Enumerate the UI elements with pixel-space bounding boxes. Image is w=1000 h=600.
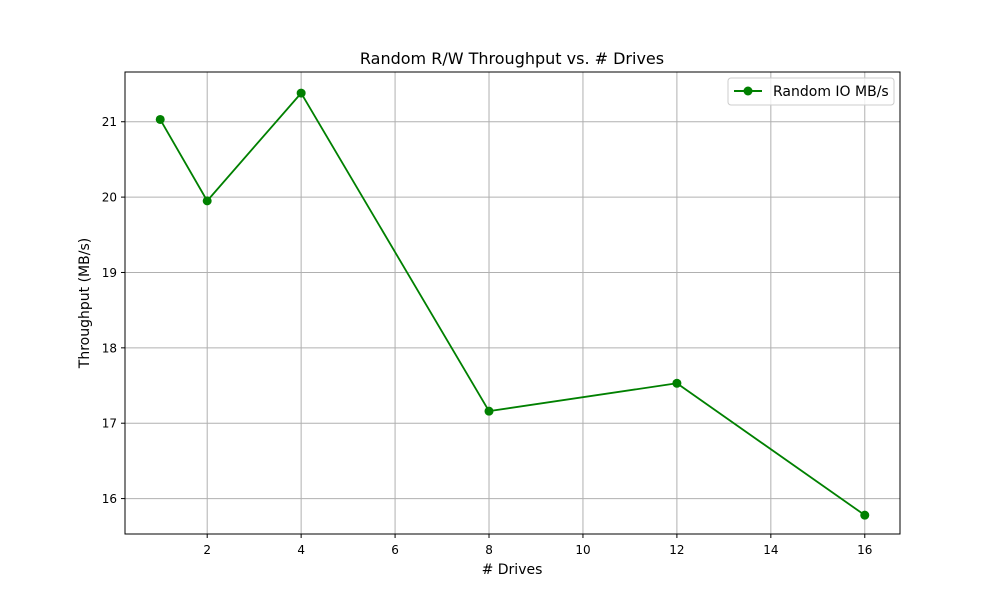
legend: Random IO MB/s: [727, 77, 895, 106]
x-axis-ticks: 2 4 6 8 10 12 14 16: [203, 534, 872, 557]
x-tick-label: 4: [297, 543, 305, 557]
data-point: [672, 378, 682, 388]
series-line: [159, 92, 866, 516]
y-tick-label: 17: [102, 417, 117, 431]
data-point: [202, 196, 212, 206]
legend-box: [727, 77, 895, 106]
y-tick-label: 21: [102, 115, 117, 129]
x-tick-label: 2: [203, 543, 211, 557]
x-tick-label: 10: [575, 543, 590, 557]
x-axis-label: # Drives: [482, 562, 543, 578]
y-axis-label: Throughput (MB/s): [77, 238, 93, 369]
data-point: [484, 406, 494, 416]
legend-label: Random IO MB/s: [773, 84, 889, 100]
y-tick-label: 19: [102, 266, 117, 280]
data-point: [860, 510, 870, 520]
y-axis-ticks: 16 17 18 19 20 21: [102, 115, 125, 506]
data-point: [155, 114, 165, 124]
series-layer: [155, 88, 870, 520]
chart-title: Random R/W Throughput vs. # Drives: [360, 49, 664, 68]
x-tick-label: 12: [669, 543, 684, 557]
grid: [125, 72, 900, 534]
x-tick-label: 8: [485, 543, 493, 557]
data-point: [296, 88, 306, 98]
legend-marker: [743, 86, 753, 96]
plot-frame: [124, 71, 901, 535]
y-tick-label: 20: [102, 191, 117, 205]
y-tick-label: 18: [102, 341, 117, 355]
x-tick-label: 14: [763, 543, 778, 557]
y-tick-label: 16: [102, 492, 117, 506]
x-tick-label: 16: [857, 543, 872, 557]
x-tick-label: 6: [391, 543, 399, 557]
